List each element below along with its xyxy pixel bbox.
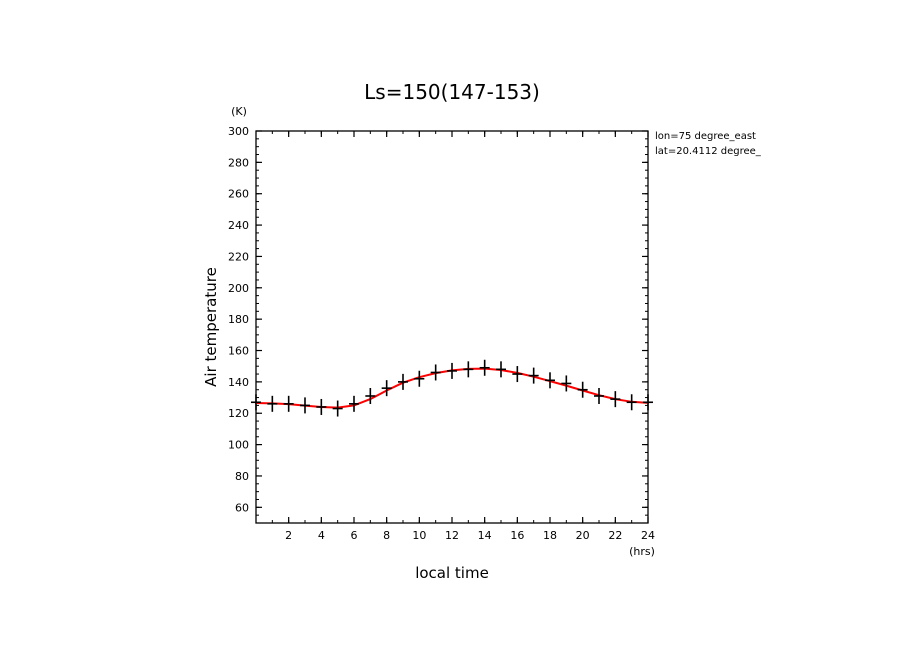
data-point-marker — [643, 394, 653, 411]
data-points-layer — [251, 359, 653, 417]
data-point-marker — [447, 362, 457, 379]
chart-title: Ls=150(147-153) — [364, 80, 540, 104]
data-point-marker — [349, 395, 359, 412]
data-point-marker — [332, 400, 343, 417]
y-tick-label: 280 — [228, 156, 249, 169]
x-tick-label: 12 — [445, 529, 459, 542]
data-point-marker — [381, 380, 392, 397]
x-tick-label: 14 — [478, 529, 492, 542]
y-tick-label: 140 — [228, 376, 249, 389]
y-tick-label: 260 — [228, 188, 249, 201]
x-tick-label: 10 — [412, 529, 426, 542]
data-point-marker — [528, 367, 539, 384]
data-point-marker — [479, 359, 490, 376]
y-tick-label: 160 — [228, 345, 249, 358]
y-tick-label: 60 — [235, 501, 249, 514]
data-point-marker — [512, 366, 523, 383]
data-point-marker — [365, 387, 376, 404]
y-tick-label: 220 — [228, 250, 249, 263]
x-tick-label: 20 — [576, 529, 590, 542]
annotation-lat: lat=20.4112 degree_ — [655, 146, 762, 157]
data-point-marker — [594, 387, 604, 404]
x-axis-label: local time — [415, 564, 489, 582]
x-tick-label: 24 — [641, 529, 655, 542]
y-tick-label: 180 — [228, 313, 249, 326]
y-axis-label: Air temperature — [202, 267, 220, 387]
data-point-marker — [398, 373, 408, 390]
data-point-marker — [251, 394, 261, 411]
axis-ticks: 2 4 6 8 10 12 14 16 18 20 22 2460801001201401601802… — [228, 125, 655, 542]
x-tick-label: 4 — [318, 529, 325, 542]
annotation-lon: lon=75 degree_east — [655, 131, 756, 142]
data-point-marker — [267, 395, 278, 412]
data-point-marker — [561, 375, 572, 392]
x-tick-label: 6 — [351, 529, 358, 542]
data-point-marker — [283, 395, 294, 412]
x-tick-label: 2 — [285, 529, 292, 542]
y-tick-label: 100 — [228, 439, 249, 452]
data-point-marker — [316, 398, 327, 415]
x-tick-label: 22 — [608, 529, 622, 542]
y-tick-label: 120 — [228, 407, 249, 420]
x-tick-label: 8 — [383, 529, 390, 542]
data-point-marker — [300, 397, 310, 414]
x-tick-label: 18 — [543, 529, 557, 542]
data-point-marker — [610, 391, 621, 408]
data-point-marker — [626, 394, 637, 411]
data-point-marker — [496, 361, 506, 378]
data-point-marker — [577, 381, 588, 398]
y-unit-label: (K) — [231, 105, 247, 118]
y-tick-label: 80 — [235, 470, 249, 483]
y-tick-label: 300 — [228, 125, 249, 138]
data-point-marker — [414, 370, 425, 387]
data-point-marker — [463, 361, 474, 378]
x-unit-label: (hrs) — [629, 545, 655, 558]
plot-frame — [255, 130, 649, 524]
x-tick-label: 16 — [510, 529, 524, 542]
data-point-marker — [545, 372, 555, 389]
y-tick-label: 200 — [228, 282, 249, 295]
y-tick-label: 240 — [228, 219, 249, 232]
data-point-marker — [430, 364, 441, 381]
